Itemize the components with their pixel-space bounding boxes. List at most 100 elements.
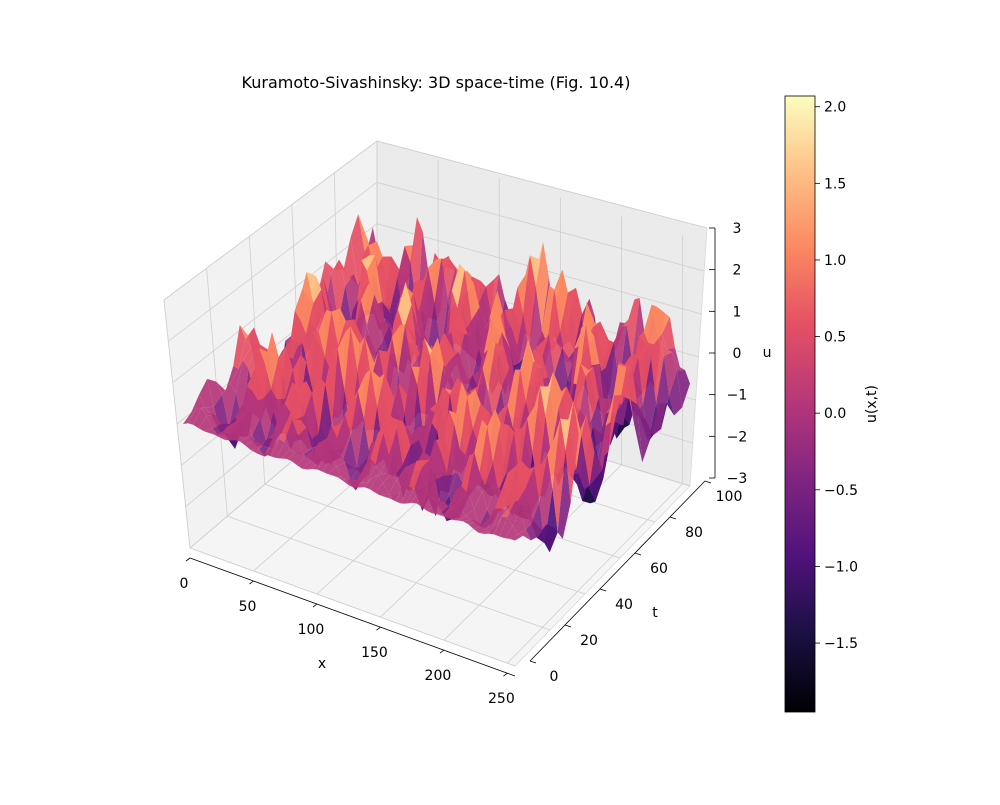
surface-facet: [364, 336, 379, 380]
surface-facet: [613, 325, 627, 384]
surface-facet: [377, 373, 391, 459]
surface-facet: [482, 340, 496, 393]
surface-facet: [380, 455, 395, 477]
surface-facet: [354, 482, 368, 488]
surface-facet: [637, 404, 651, 463]
surface-facet: [504, 287, 518, 330]
surface-facet: [621, 367, 635, 425]
surface-facet: [452, 449, 466, 476]
grid-line: [376, 181, 705, 272]
surface-facet: [468, 521, 482, 529]
surface-facet: [535, 241, 549, 330]
surface-facet: [239, 436, 254, 446]
surface-facet: [645, 338, 659, 359]
surface-facet: [608, 395, 622, 453]
surface-facet: [416, 489, 430, 507]
surface-facet: [290, 387, 305, 420]
x-tick: [376, 626, 381, 631]
surface-facet: [284, 382, 298, 413]
surface-facet: [404, 366, 418, 469]
x-tick: [439, 649, 445, 654]
surface-facet: [637, 342, 651, 405]
x-tick: [312, 603, 318, 608]
surface-facet: [465, 429, 479, 455]
colorbar-tick-label: 1.5: [824, 176, 846, 192]
surface-facet: [240, 403, 255, 418]
y-tick-label: 20: [580, 633, 598, 649]
x-tick: [503, 672, 508, 677]
surface-facet: [484, 463, 499, 492]
surface-facet: [540, 371, 554, 417]
surface-facet: [585, 366, 599, 422]
surface-facet: [358, 214, 373, 258]
surface-facet: [656, 306, 670, 334]
surface-facet: [203, 428, 218, 435]
surface-facet: [219, 426, 233, 440]
surface-facet: [330, 259, 346, 321]
surface-facet: [557, 451, 571, 539]
surface-facet: [330, 452, 345, 467]
surface-facet: [512, 369, 526, 437]
surface-facet: [502, 500, 516, 517]
surface-facet: [532, 386, 546, 488]
surface-facet: [253, 438, 268, 450]
surface-facet: [549, 528, 563, 553]
y-tick-label: 0: [550, 669, 559, 685]
surface-facet: [643, 358, 657, 442]
surface-facet: [421, 459, 436, 487]
surface-facet: [510, 500, 524, 511]
colorbar-tick-label: 2.0: [824, 100, 846, 116]
surface-facet: [404, 425, 419, 446]
surface-facet: [287, 419, 301, 421]
x-tick-label: 0: [180, 576, 189, 592]
surface-facet: [441, 410, 455, 474]
surface-facet: [520, 339, 534, 402]
surface-facet: [489, 516, 503, 535]
surface-facet: [294, 272, 307, 321]
surface-facet: [444, 377, 458, 395]
surface-facet: [271, 438, 285, 459]
surface-facet: [414, 467, 428, 491]
surface-facet: [323, 426, 338, 452]
z-tick-label: 0: [733, 346, 742, 362]
surface-facet: [499, 473, 513, 510]
surface-facet: [280, 356, 294, 371]
surface-facet: [448, 486, 462, 511]
surface-facet: [292, 419, 307, 436]
surface-facet: [260, 397, 274, 442]
y-tick: [564, 624, 572, 628]
surface-facet: [380, 494, 394, 499]
z-tick-label: 2: [733, 263, 742, 279]
y-tick: [669, 516, 677, 520]
surface-facet: [474, 419, 488, 473]
surface-facet: [485, 273, 499, 320]
surface-facet: [306, 331, 319, 392]
surface-facet: [370, 369, 385, 408]
surface-facet: [507, 460, 521, 483]
surface-facet: [408, 427, 423, 444]
colorbar: [784, 95, 816, 713]
surface-facet: [271, 358, 286, 400]
surface-facet: [383, 415, 397, 456]
surface-facet: [495, 342, 510, 389]
grid-line: [168, 182, 378, 342]
surface-facet: [533, 521, 547, 536]
surface-facet: [518, 401, 532, 437]
grid-line: [507, 483, 683, 664]
surface-facet: [262, 389, 277, 400]
surface-facet: [331, 413, 345, 439]
z-tick-label: −1: [727, 388, 748, 404]
surface-facet: [562, 347, 576, 378]
surface-facet: [281, 449, 296, 459]
surface-facet: [276, 442, 290, 459]
grid-line: [264, 484, 586, 595]
surface-facet: [325, 259, 340, 274]
surface-facet: [472, 328, 485, 389]
surface-facet: [452, 507, 467, 521]
colorbar-tick-label: 0.0: [824, 406, 846, 422]
surface-facet: [374, 256, 391, 310]
surface-facet: [374, 482, 389, 496]
colorbar-tick-label: 0.5: [824, 330, 846, 346]
surface-facet: [664, 352, 678, 396]
surface-facet: [499, 516, 513, 539]
